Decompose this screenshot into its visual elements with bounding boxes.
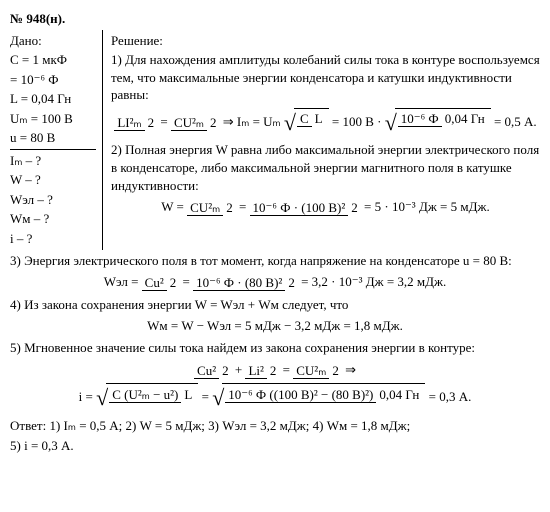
given-line: u = 80 В [10, 129, 96, 147]
step-4-text: 4) Из закона сохранения энергии W = Wэл … [10, 296, 540, 314]
equation-3: Wэл = Cu²2 = 10⁻⁶ Ф · (80 В)²2 = 3,2 · 1… [10, 273, 540, 292]
find-line: i – ? [10, 230, 96, 248]
step-1-text: 1) Для нахождения амплитуды колебаний си… [111, 51, 540, 104]
equation-5a: Cu²2 + Li²2 = CU²ₘ2 ⇒ [10, 361, 540, 380]
top-section: Дано: C = 1 мкФ = 10⁻⁶ Ф L = 0,04 Гн Uₘ … [10, 30, 540, 250]
given-block: Дано: C = 1 мкФ = 10⁻⁶ Ф L = 0,04 Гн Uₘ … [10, 30, 103, 250]
equation-5b: i = C (U²ₘ − u²)L = 10⁻⁶ Ф ((100 В)² − (… [10, 383, 540, 413]
find-line: Wм – ? [10, 210, 96, 228]
given-line: L = 0,04 Гн [10, 90, 96, 108]
step-5-text: 5) Мгновенное значение силы тока найдем … [10, 339, 540, 357]
given-title: Дано: [10, 32, 96, 50]
step-2-text: 2) Полная энергия W равна либо максималь… [111, 141, 540, 194]
given-line: C = 1 мкФ [10, 51, 96, 69]
find-line: W – ? [10, 171, 96, 189]
answer-line-1: Ответ: 1) Iₘ = 0,5 А; 2) W = 5 мДж; 3) W… [10, 417, 540, 435]
equation-1: LI²ₘ2 = CU²ₘ2 ⇒ Iₘ = Uₘ CL = 100 В · 10⁻… [111, 108, 540, 138]
find-line: Iₘ – ? [10, 152, 96, 170]
equation-2: W = CU²ₘ2 = 10⁻⁶ Ф · (100 В)²2 = 5 · 10⁻… [111, 198, 540, 217]
problem-number: № 948(н). [10, 10, 540, 28]
equation-4: Wм = W − Wэл = 5 мДж − 3,2 мДж = 1,8 мДж… [10, 317, 540, 335]
answer-line-2: 5) i = 0,3 А. [10, 437, 540, 455]
step-3-text: 3) Энергия электрического поля в тот мом… [10, 252, 540, 270]
given-line: Uₘ = 100 В [10, 110, 96, 128]
solution-block: Решение: 1) Для нахождения амплитуды кол… [111, 30, 540, 221]
given-line: = 10⁻⁶ Ф [10, 71, 96, 89]
divider [10, 149, 96, 150]
find-line: Wэл – ? [10, 191, 96, 209]
solution-title: Решение: [111, 32, 540, 50]
